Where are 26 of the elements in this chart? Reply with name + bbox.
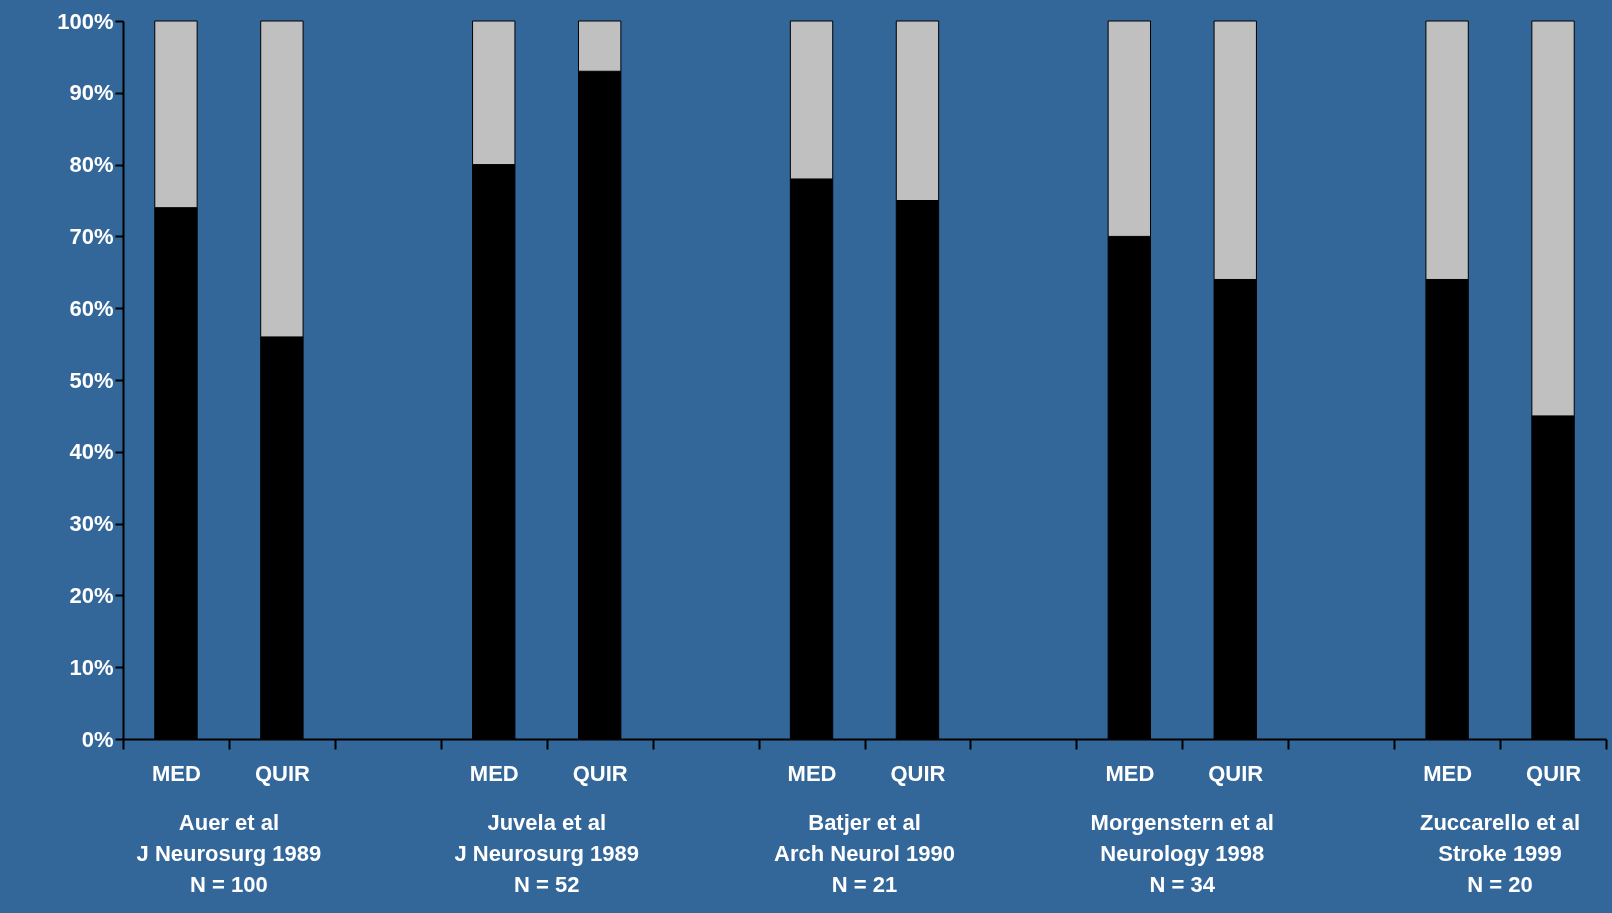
x-tick-label: QUIR [254,760,311,786]
y-tick-label: 0% [81,726,114,752]
y-tick-label: 70% [69,223,114,249]
y-tick-label: 100% [57,8,114,34]
x-tick-label: QUIR [1526,760,1582,786]
y-tick-label: 80% [69,152,114,178]
x-tick-label: QUIR [890,760,946,786]
x-tick-label: MED [787,760,837,786]
x-tick-label: MED [1423,760,1473,786]
text: Juvela et al J Neurosurg 1989 N = 52 [454,810,640,897]
text: Morgenstern et al Neurology 1998 N = 34 [1090,810,1274,897]
x-tick-label: MED [152,760,201,786]
y-tick-label: 40% [69,439,114,465]
y-tick-label: 90% [69,80,114,106]
text: Zuccarello et al Stroke 1999 N = 20 [1419,810,1581,897]
text: Auer et al J Neurosurg 1989 N = 100 [136,810,322,897]
x-tick-label: QUIR [1208,760,1264,786]
y-tick-label: 10% [69,654,114,680]
x-tick-label: MED [469,760,519,786]
x-tick-label: QUIR [572,760,628,786]
text: Batjer et al Arch Neurol 1990 N = 21 [774,810,955,897]
y-tick-label: 20% [69,582,114,608]
y-tick-label: 50% [69,367,114,393]
x-tick-label: MED [1105,760,1155,786]
y-tick-label: 60% [69,295,114,321]
y-tick-label: 30% [69,511,114,537]
